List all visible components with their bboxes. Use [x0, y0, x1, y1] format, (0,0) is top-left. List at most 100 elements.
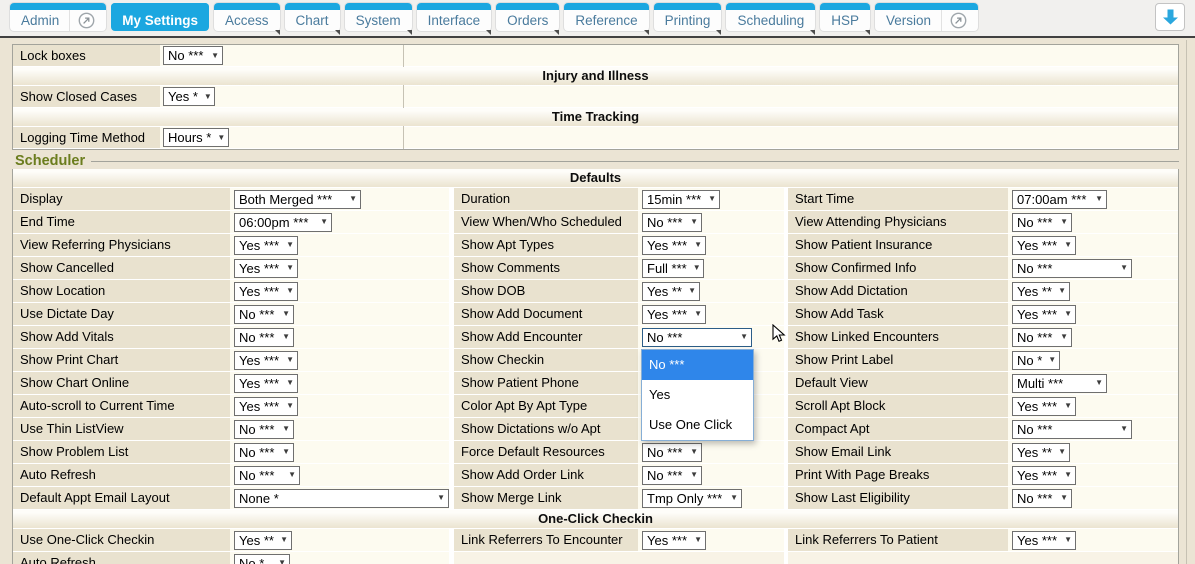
tab-admin[interactable]: Admin — [10, 3, 107, 31]
collapse-panel-button[interactable] — [1155, 3, 1185, 31]
column-gap — [449, 552, 454, 564]
tab-label: System — [355, 13, 401, 28]
show-problem-list-select[interactable]: No *** ▼ — [234, 442, 294, 462]
column-gap — [449, 211, 454, 233]
tab-label: Scheduling — [737, 13, 805, 28]
use-dictate-day-select[interactable]: No *** ▼ — [234, 304, 294, 324]
row-filler — [403, 45, 1178, 66]
view-attending-physicians-select[interactable]: No *** ▼ — [1012, 212, 1072, 232]
display-select[interactable]: Both Merged *** ▼ — [234, 189, 361, 209]
column-gap — [784, 441, 788, 463]
force-default-resources-select[interactable]: No *** ▼ — [642, 442, 702, 462]
show-email-link-select[interactable]: Yes ** ▼ — [1012, 442, 1070, 462]
show-confirmed-info-select[interactable]: No *** ▼ — [1012, 258, 1132, 278]
show-closed-cases-select[interactable]: Yes * ▼ — [163, 87, 215, 106]
show-add-order-link-select[interactable]: No *** ▼ — [642, 465, 702, 485]
external-link-icon[interactable] — [942, 12, 967, 29]
auto-scroll-to-current-time-select[interactable]: Yes *** ▼ — [234, 396, 298, 416]
link-referrers-to-encounter-select[interactable]: Yes *** ▼ — [642, 530, 706, 550]
show-cancelled-select[interactable]: Yes *** ▼ — [234, 258, 298, 278]
show-comments-select[interactable]: Full *** ▼ — [642, 258, 704, 278]
show-print-label-select[interactable]: No * ▼ — [1012, 350, 1060, 370]
empty-cell — [788, 552, 1008, 564]
tab-label: Chart — [295, 13, 329, 28]
tab-access[interactable]: Access — [214, 3, 280, 35]
use-thin-listview-select[interactable]: No *** ▼ — [234, 419, 294, 439]
default-view-select[interactable]: Multi *** ▼ — [1012, 373, 1107, 393]
dropdown-arrow-icon: ▼ — [1064, 401, 1072, 410]
dropdown-option-yes[interactable]: Yes — [649, 387, 671, 402]
tab-my-settings[interactable]: My Settings — [111, 3, 210, 31]
field-label: Show Confirmed Info — [788, 257, 1008, 279]
show-add-dictation-select[interactable]: Yes ** ▼ — [1012, 281, 1070, 301]
show-print-chart-select[interactable]: Yes *** ▼ — [234, 350, 298, 370]
dropdown-arrow-icon: ▼ — [286, 378, 294, 387]
tab-hsp[interactable]: HSP — [820, 3, 871, 35]
tab-version[interactable]: Version — [875, 3, 979, 31]
mouse-cursor — [772, 323, 786, 349]
field-label: Link Referrers To Encounter — [454, 529, 638, 551]
select-value: No *** — [1017, 214, 1053, 230]
view-referring-physicians-select[interactable]: Yes *** ▼ — [234, 235, 298, 255]
tab-chart[interactable]: Chart — [284, 3, 340, 35]
tab-orders[interactable]: Orders — [496, 3, 560, 35]
show-merge-link-select[interactable]: Tmp Only *** ▼ — [642, 488, 742, 508]
dropdown-arrow-icon: ▼ — [1120, 263, 1128, 272]
settings-row: Auto Refresh No *** ▼ Show Add Order Link No… — [13, 464, 1178, 486]
field-value-cell: 15min *** ▼ — [638, 188, 784, 210]
dropdown-arrow-icon: ▼ — [320, 217, 328, 226]
show-last-eligibility-select[interactable]: No *** ▼ — [1012, 488, 1072, 508]
show-chart-online-select[interactable]: Yes *** ▼ — [234, 373, 298, 393]
show-apt-types-select[interactable]: Yes *** ▼ — [642, 235, 706, 255]
field-label: Lock boxes — [13, 45, 160, 66]
tab-system[interactable]: System — [344, 3, 412, 35]
view-when-who-scheduled-select[interactable]: No *** ▼ — [642, 212, 702, 232]
field-value-cell: No *** ▼ — [1008, 211, 1178, 233]
print-with-page-breaks-select[interactable]: Yes *** ▼ — [1012, 465, 1076, 485]
show-add-document-select[interactable]: Yes *** ▼ — [642, 304, 706, 324]
link-referrers-to-patient-select[interactable]: Yes *** ▼ — [1012, 530, 1076, 550]
tab-reference[interactable]: Reference — [564, 3, 649, 35]
external-link-icon[interactable] — [70, 12, 95, 29]
settings-row: Show Chart Online Yes *** ▼ Show Patient Ph… — [13, 372, 1178, 394]
start-time-select[interactable]: 07:00am *** ▼ — [1012, 189, 1107, 209]
tab-printing[interactable]: Printing — [653, 3, 722, 35]
default-appt-email-layout-select[interactable]: None * ▼ — [234, 488, 449, 508]
select-value: Yes *** — [239, 237, 279, 253]
show-add-vitals-select[interactable]: No *** ▼ — [234, 327, 294, 347]
show-add-task-select[interactable]: Yes *** ▼ — [1012, 304, 1076, 324]
scroll-apt-block-select[interactable]: Yes *** ▼ — [1012, 396, 1076, 416]
end-time-select[interactable]: 06:00pm *** ▼ — [234, 212, 332, 232]
select-value: Yes ** — [647, 283, 682, 299]
field-value-cell: Yes *** ▼ — [1008, 464, 1178, 486]
field-label: Show Linked Encounters — [788, 326, 1008, 348]
auto-refresh-select[interactable]: No * ▼ — [234, 553, 290, 564]
use-one-click-checkin-select[interactable]: Yes ** ▼ — [234, 530, 292, 550]
select-value: Yes * — [168, 89, 198, 104]
auto-refresh-select[interactable]: No *** ▼ — [234, 465, 300, 485]
show-dob-select[interactable]: Yes ** ▼ — [642, 281, 700, 301]
field-label: View Attending Physicians — [788, 211, 1008, 233]
select-value: Multi *** — [1017, 375, 1064, 391]
select-value: Hours * — [168, 130, 212, 145]
field-value-cell: None * ▼ — [230, 487, 449, 509]
logging-time-method-select[interactable]: Hours * ▼ — [163, 128, 229, 147]
show-location-select[interactable]: Yes *** ▼ — [234, 281, 298, 301]
duration-select[interactable]: 15min *** ▼ — [642, 189, 720, 209]
tab-interface[interactable]: Interface — [416, 3, 492, 35]
dropdown-arrow-icon: ▼ — [288, 470, 296, 479]
compact-apt-select[interactable]: No *** ▼ — [1012, 419, 1132, 439]
dropdown-arrow-icon: ▼ — [278, 558, 286, 564]
down-arrow-icon — [1162, 8, 1179, 26]
show-add-encounter-select[interactable]: No *** ▼ — [642, 327, 752, 347]
show-patient-insurance-select[interactable]: Yes *** ▼ — [1012, 235, 1076, 255]
dropdown-option-no[interactable]: No *** — [642, 350, 753, 380]
dropdown-option-use-one-click[interactable]: Use One Click — [649, 417, 733, 432]
lock-boxes-select[interactable]: No *** ▼ — [163, 46, 223, 65]
column-gap — [784, 529, 788, 551]
field-label: Show Cancelled — [13, 257, 230, 279]
field-label: Auto Refresh — [13, 552, 230, 564]
show-linked-encounters-select[interactable]: No *** ▼ — [1012, 327, 1072, 347]
tab-scheduling[interactable]: Scheduling — [726, 3, 816, 35]
select-value: Yes *** — [647, 532, 687, 548]
